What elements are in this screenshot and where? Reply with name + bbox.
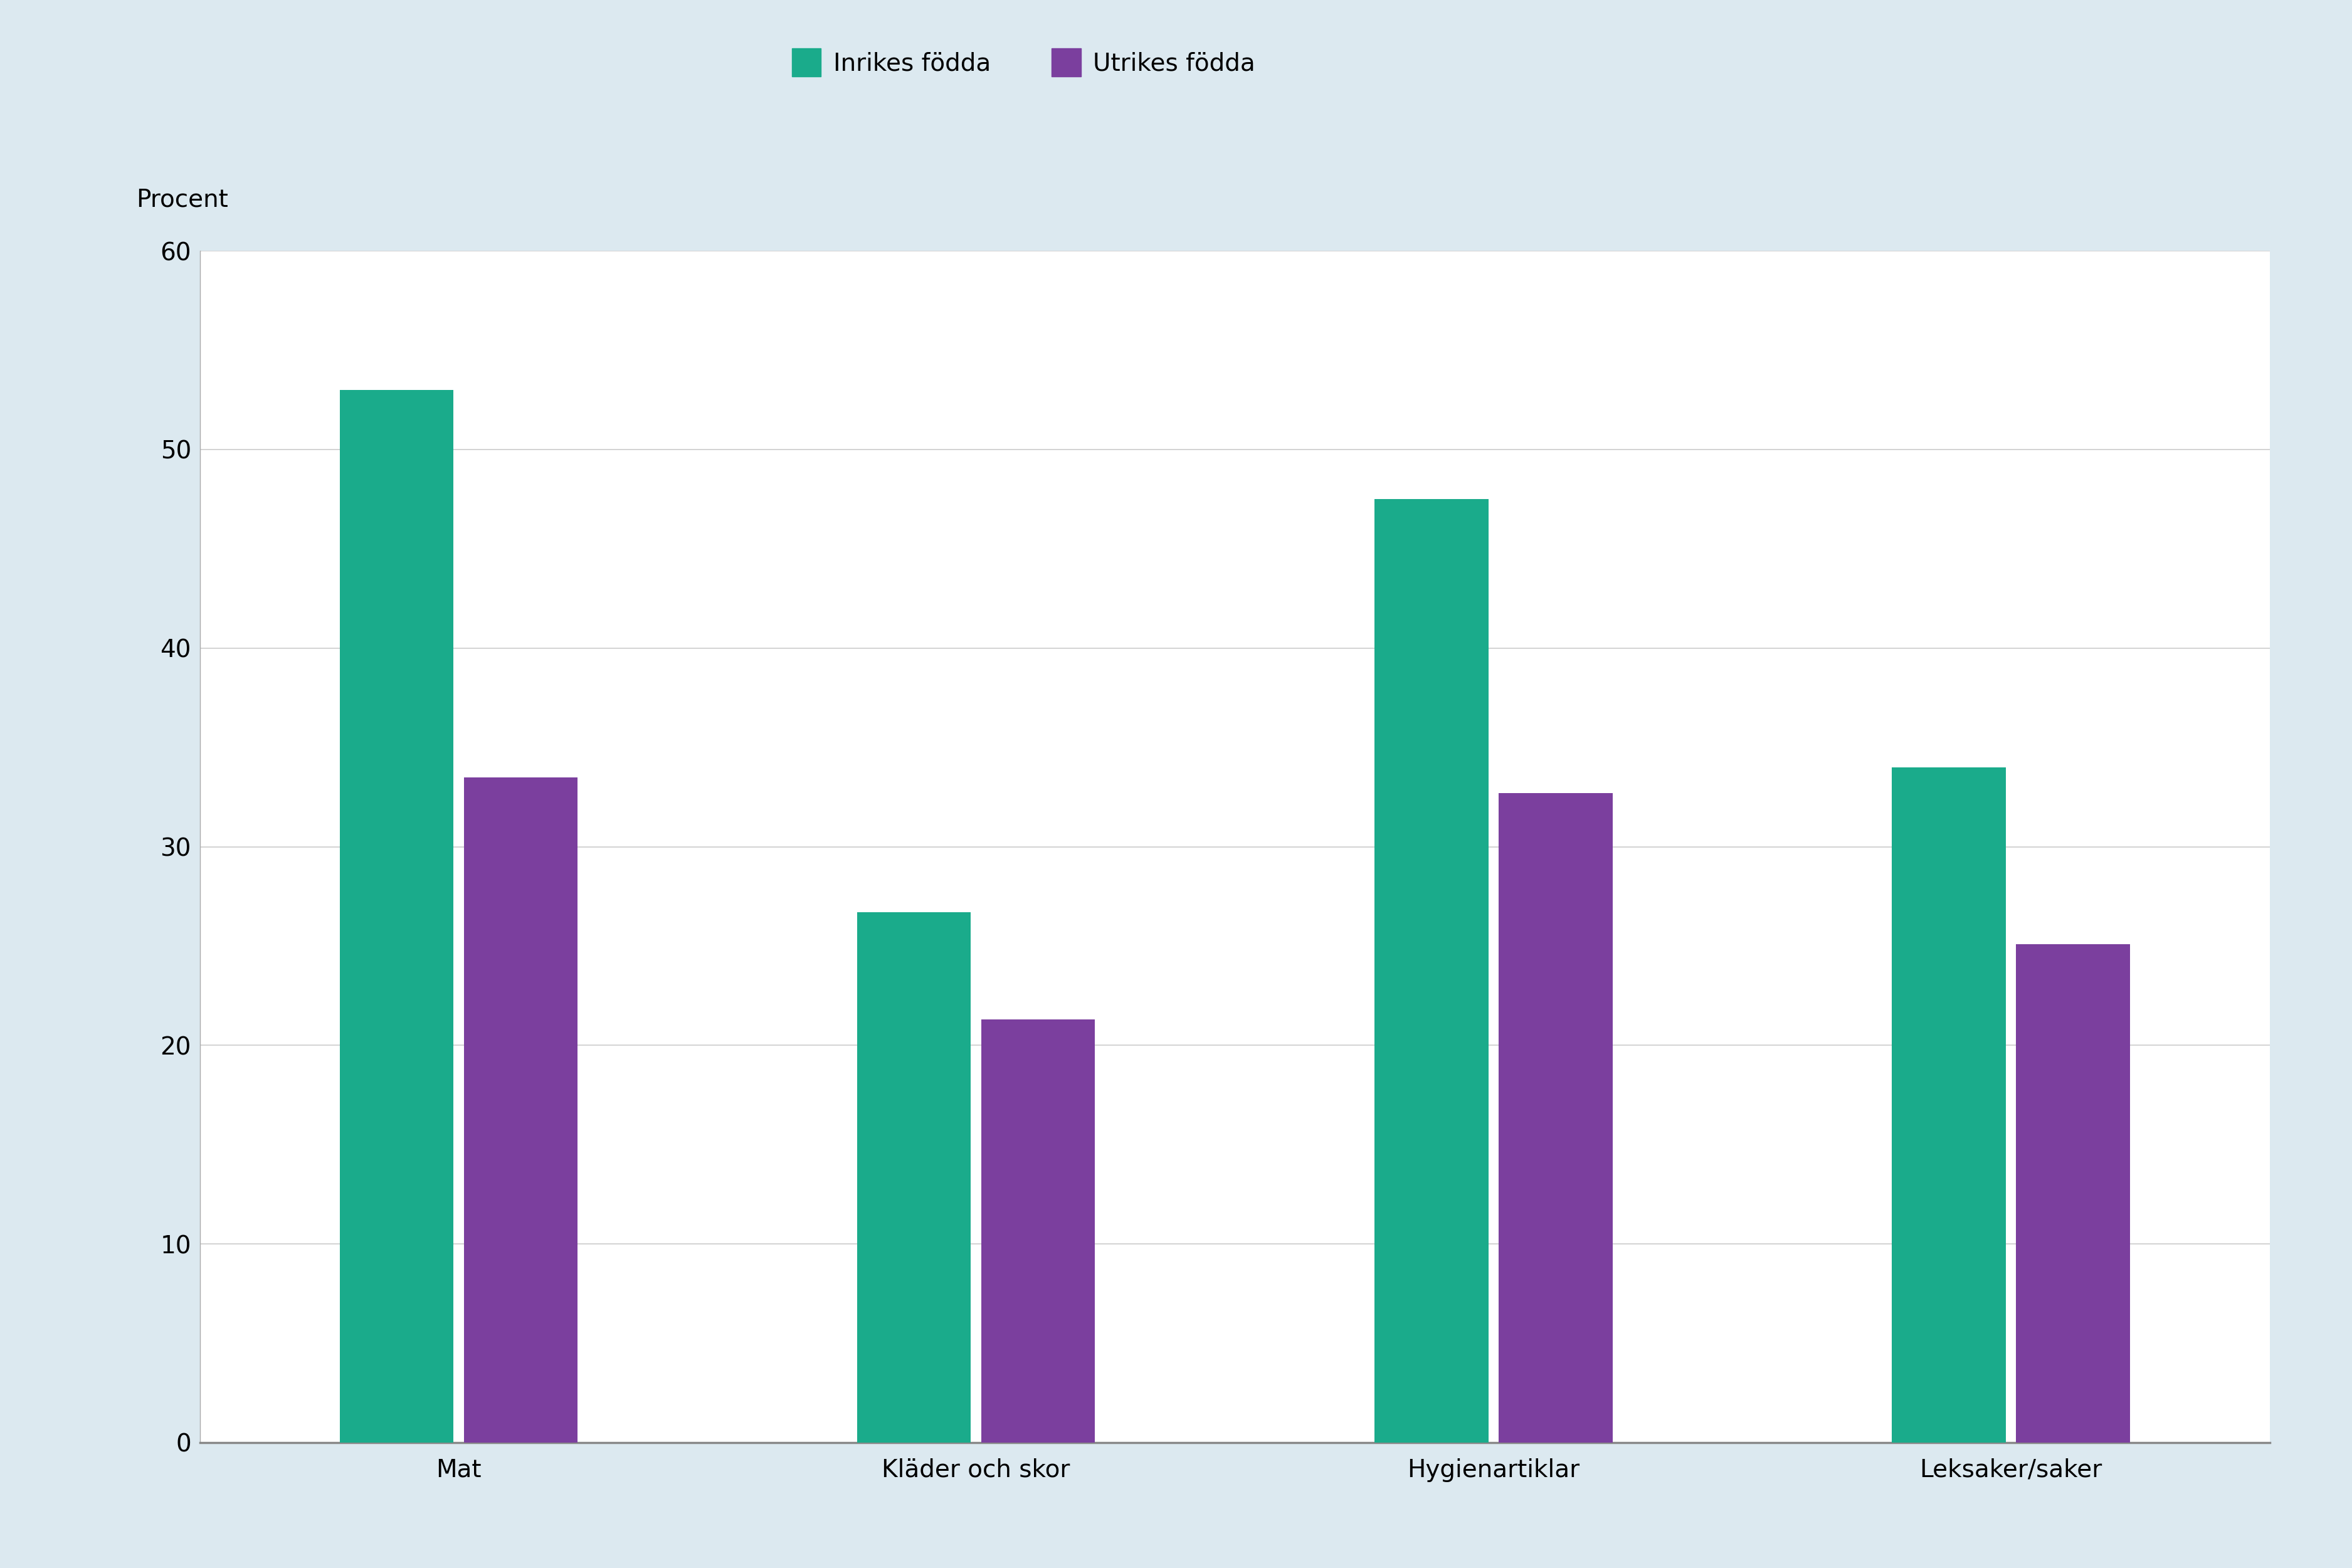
- Legend: Inrikes födda, Utrikes födda: Inrikes födda, Utrikes födda: [793, 49, 1256, 77]
- Bar: [1374, 499, 1489, 1443]
- Bar: [1891, 767, 2006, 1443]
- Bar: [463, 778, 579, 1443]
- Text: Procent: Procent: [136, 188, 228, 212]
- Bar: [1498, 793, 1613, 1443]
- Bar: [339, 390, 454, 1443]
- Bar: [981, 1019, 1096, 1443]
- Bar: [2016, 944, 2131, 1443]
- Bar: [856, 913, 971, 1443]
